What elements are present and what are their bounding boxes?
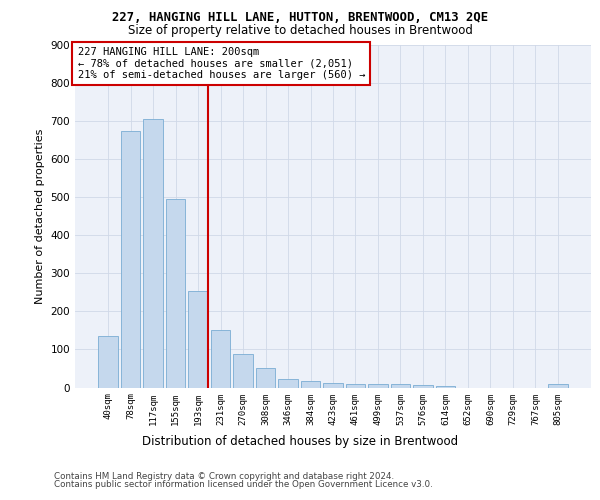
- Bar: [323, 383, 343, 388]
- Text: 227, HANGING HILL LANE, HUTTON, BRENTWOOD, CM13 2QE: 227, HANGING HILL LANE, HUTTON, BRENTWOO…: [112, 11, 488, 24]
- Bar: [256, 368, 275, 388]
- Text: 227 HANGING HILL LANE: 200sqm
← 78% of detached houses are smaller (2,051)
21% o: 227 HANGING HILL LANE: 200sqm ← 78% of d…: [77, 46, 365, 80]
- Bar: [98, 336, 118, 388]
- Bar: [166, 199, 185, 388]
- Bar: [368, 384, 388, 388]
- Bar: [346, 384, 365, 388]
- Text: Size of property relative to detached houses in Brentwood: Size of property relative to detached ho…: [128, 24, 472, 37]
- Bar: [548, 384, 568, 388]
- Bar: [391, 384, 410, 388]
- Bar: [211, 330, 230, 388]
- Bar: [301, 380, 320, 388]
- Bar: [233, 354, 253, 388]
- Text: Contains public sector information licensed under the Open Government Licence v3: Contains public sector information licen…: [54, 480, 433, 489]
- Bar: [278, 379, 298, 388]
- Text: Distribution of detached houses by size in Brentwood: Distribution of detached houses by size …: [142, 434, 458, 448]
- Bar: [413, 385, 433, 388]
- Bar: [143, 119, 163, 388]
- Bar: [436, 386, 455, 388]
- Bar: [121, 130, 140, 388]
- Bar: [188, 291, 208, 388]
- Text: Contains HM Land Registry data © Crown copyright and database right 2024.: Contains HM Land Registry data © Crown c…: [54, 472, 394, 481]
- Y-axis label: Number of detached properties: Number of detached properties: [35, 128, 45, 304]
